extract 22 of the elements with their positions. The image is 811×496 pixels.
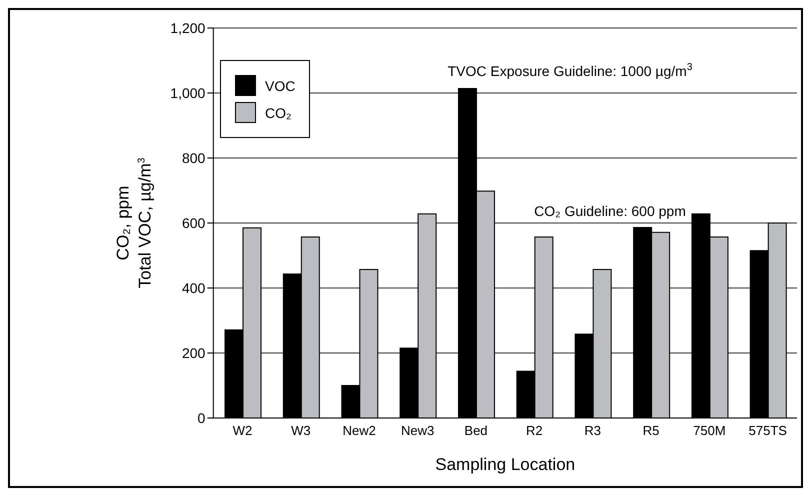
- x-tick-label: R5: [642, 423, 660, 438]
- y-tick-label: 400: [182, 280, 206, 296]
- annotation: TVOC Exposure Guideline: 1000 µg/m$^{3}$: [448, 62, 693, 79]
- x-tick-label: 575TS: [748, 423, 788, 438]
- x-tick-label: Bed: [464, 423, 488, 438]
- y-tick-label: 800: [182, 150, 206, 166]
- x-tick-label: W2: [232, 423, 252, 438]
- x-tick-label: New3: [401, 423, 434, 438]
- y-tick-label: 0: [198, 410, 206, 426]
- legend-label: VOC: [265, 78, 296, 94]
- y-tick-label: 1,200: [170, 20, 206, 36]
- legend-label: CO₂: [265, 104, 292, 120]
- x-tick-label: 750M: [693, 423, 726, 438]
- x-tick-label: New2: [342, 423, 376, 438]
- x-axis-title: Sampling Location: [435, 455, 576, 474]
- y-tick-label: 1,000: [170, 84, 206, 101]
- x-tick-label: W3: [291, 423, 311, 438]
- annotation: CO₂ Guideline: 600 ppm: [534, 203, 686, 219]
- x-tick-label: R2: [526, 423, 543, 438]
- y-tick-label: 600: [182, 214, 206, 231]
- x-tick-label: R3: [584, 423, 602, 438]
- y-tick-label: 200: [182, 344, 206, 361]
